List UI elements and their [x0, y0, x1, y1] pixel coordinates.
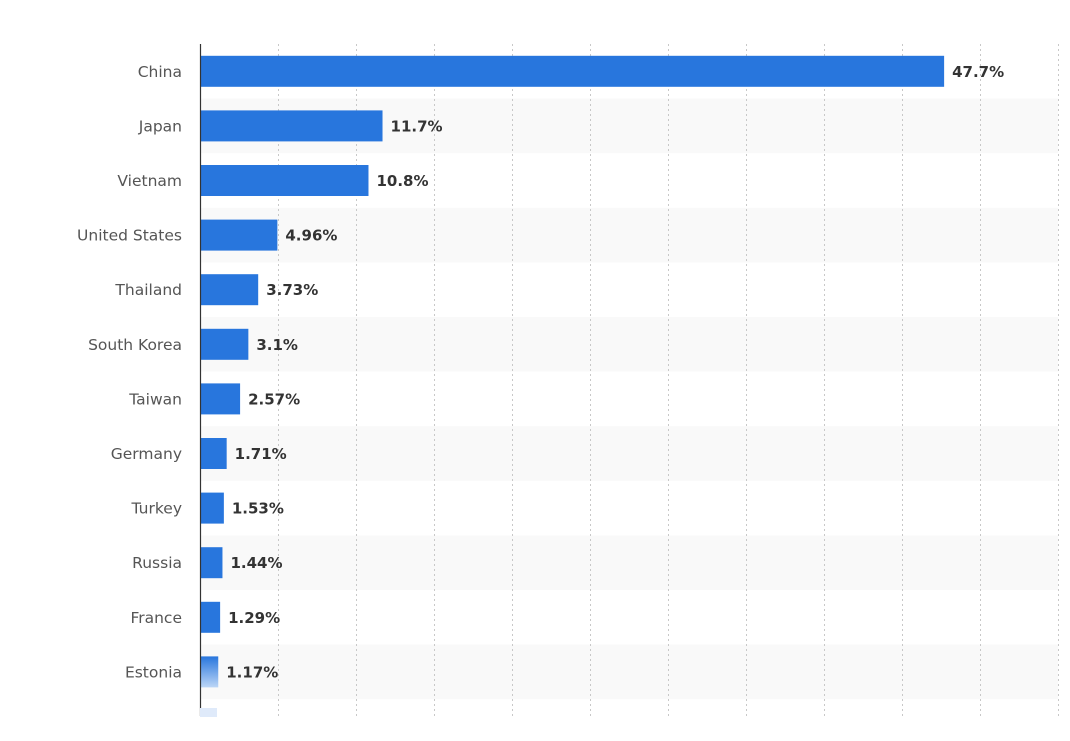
- value-label: 4.96%: [285, 227, 337, 245]
- category-label: Japan: [138, 117, 182, 135]
- value-label: 1.29%: [228, 609, 280, 627]
- row-stripe: [200, 535, 1058, 590]
- bar-russia[interactable]: [200, 547, 223, 579]
- row-stripes: [200, 98, 1058, 700]
- value-label: 1.17%: [226, 663, 278, 681]
- bar-vietnam[interactable]: [200, 165, 369, 196]
- category-label: France: [130, 609, 182, 627]
- value-label: 1.53%: [232, 500, 284, 518]
- bar-thailand[interactable]: [200, 274, 259, 306]
- value-label: 11.7%: [391, 117, 443, 135]
- value-label: 10.8%: [376, 172, 428, 190]
- category-label: China: [138, 63, 182, 81]
- bar-turkey[interactable]: [200, 492, 224, 524]
- category-label: United States: [77, 227, 182, 245]
- category-label: Vietnam: [117, 172, 182, 190]
- value-label: 3.73%: [266, 281, 318, 299]
- category-label: Taiwan: [128, 390, 182, 408]
- gridlines: [278, 44, 1059, 716]
- value-label: 1.71%: [235, 445, 287, 463]
- category-label: South Korea: [88, 336, 182, 354]
- value-labels: 47.7% 11.7% 10.8% 4.96% 3.73% 3.1% 2.57% 1.71% 1…: [226, 63, 1004, 682]
- category-label: Russia: [132, 554, 182, 572]
- category-labels: China Japan Vietnam United States Thailand So…: [77, 63, 182, 682]
- category-label: Germany: [111, 445, 182, 463]
- bar-taiwan[interactable]: [200, 383, 241, 415]
- partial-bar-cutoff: [200, 708, 217, 717]
- bars: [200, 55, 945, 688]
- bar-japan[interactable]: [200, 110, 383, 142]
- row-stripe: [200, 317, 1058, 372]
- bar-south-korea[interactable]: [200, 328, 249, 360]
- category-label: Estonia: [125, 663, 182, 681]
- value-label: 47.7%: [952, 63, 1004, 81]
- bar-germany[interactable]: [200, 438, 227, 469]
- bar-china[interactable]: [200, 55, 945, 87]
- category-label: Thailand: [114, 281, 182, 299]
- value-label: 3.1%: [256, 336, 298, 354]
- bar-estonia[interactable]: [200, 656, 219, 688]
- value-label: 2.57%: [248, 390, 300, 408]
- category-label: Turkey: [131, 500, 182, 518]
- bar-france[interactable]: [200, 601, 221, 633]
- row-stripe: [200, 644, 1058, 700]
- bar-united-states[interactable]: [200, 219, 278, 251]
- row-stripe: [200, 426, 1058, 481]
- value-label: 1.44%: [230, 554, 282, 572]
- row-stripe: [200, 207, 1058, 263]
